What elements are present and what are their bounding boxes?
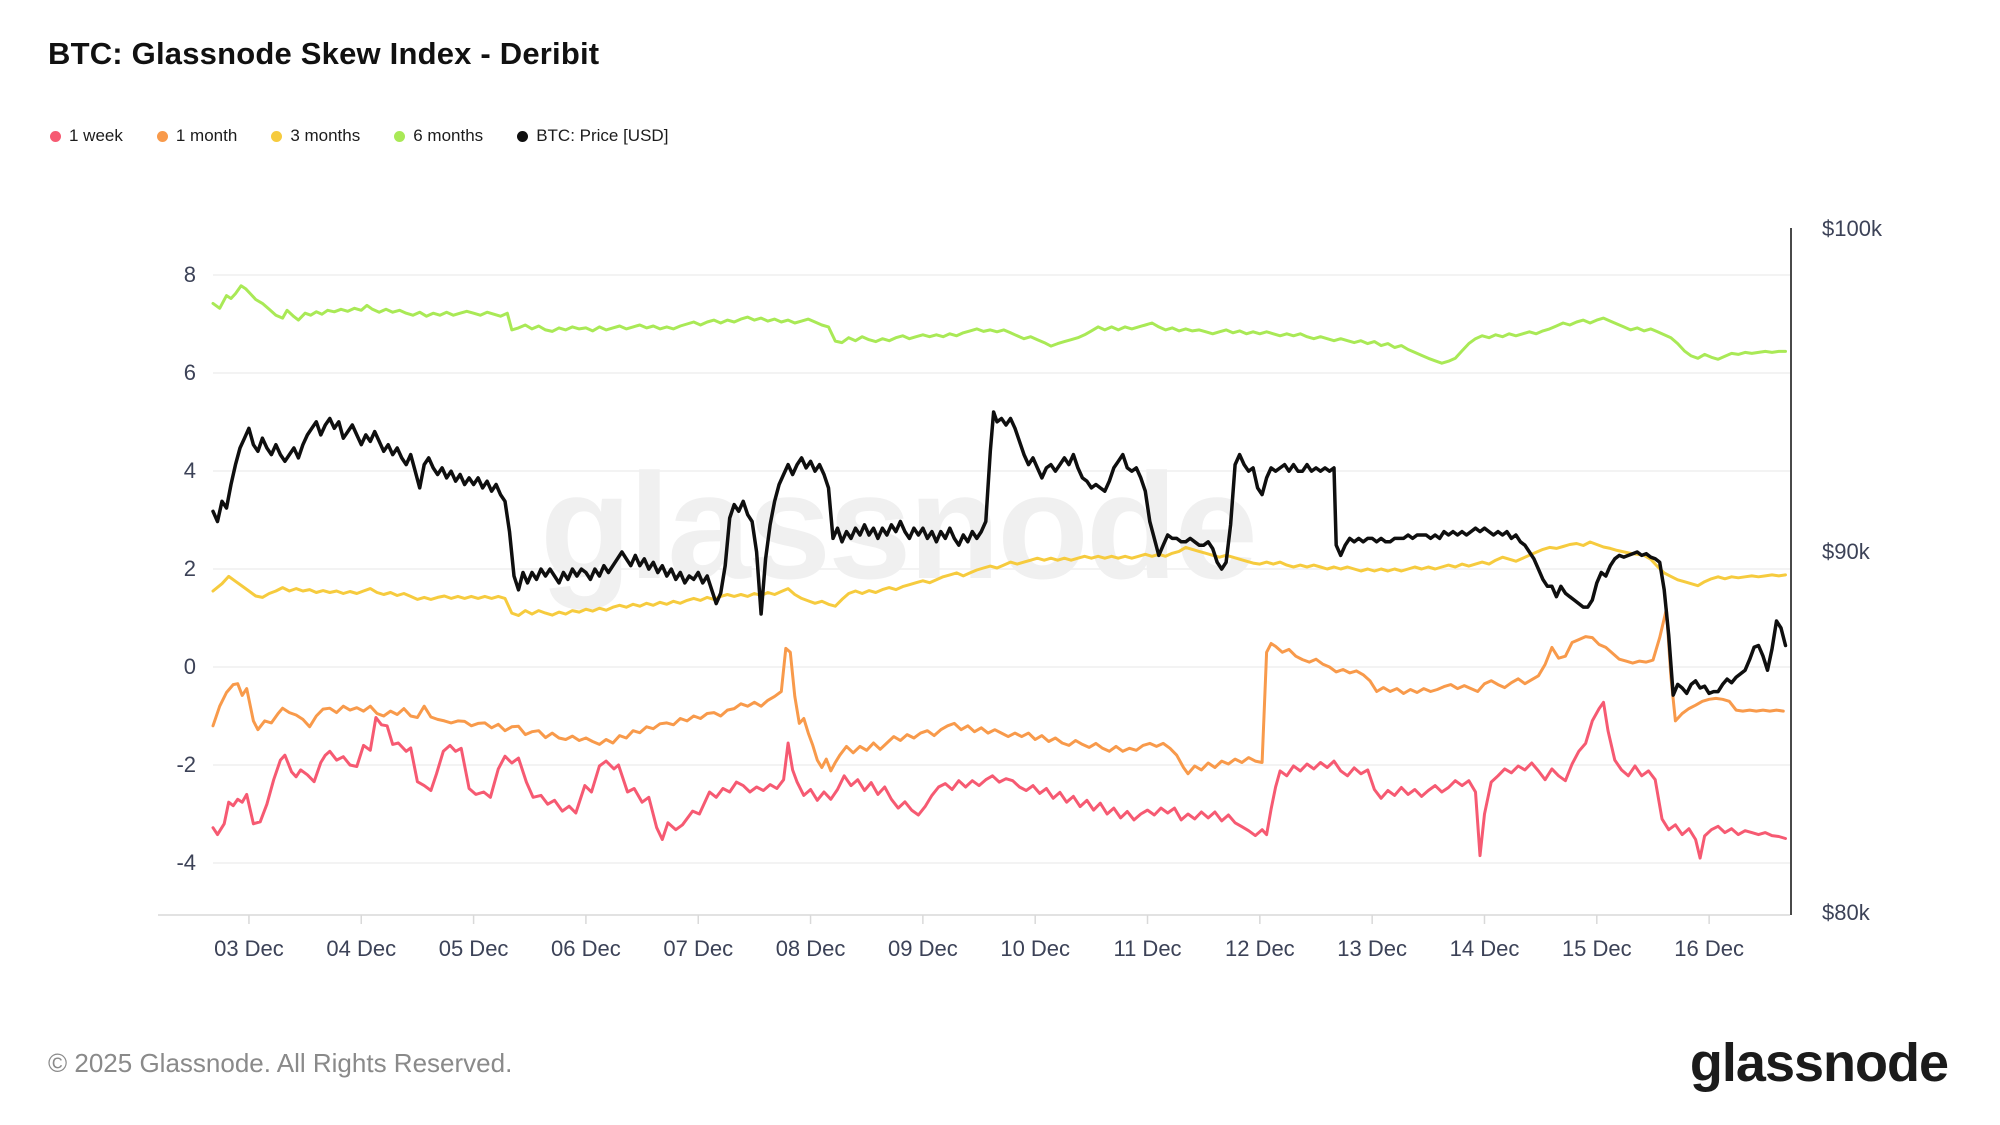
y-left-tick-label: 8	[183, 262, 196, 287]
legend-dot-icon	[517, 130, 529, 142]
legend-item-3-months[interactable]: 3 months	[271, 126, 360, 146]
x-tick-label: 07 Dec	[663, 936, 734, 961]
series-line-3-months[interactable]	[211, 540, 1787, 617]
y-left-tick-label: 2	[183, 556, 196, 581]
y-left-tick-label: -2	[176, 752, 196, 777]
legend-dot-icon	[394, 130, 406, 142]
x-tick-label: 10 Dec	[1000, 936, 1071, 961]
y-right-tick-label: $100k	[1822, 215, 1882, 241]
series-line-1-month[interactable]	[211, 607, 1785, 776]
x-tick-label: 08 Dec	[775, 936, 846, 961]
legend-item-1-week[interactable]: 1 week	[50, 126, 123, 146]
y-left-tick-label: 4	[183, 458, 196, 483]
y-right-tick-label: $80k	[1822, 900, 1870, 925]
legend-dot-icon	[50, 130, 61, 142]
legend-item-btc-price-usd-[interactable]: BTC: Price [USD]	[517, 126, 668, 146]
legend-dot-icon	[156, 130, 168, 142]
legend-label: BTC: Price [USD]	[536, 126, 669, 145]
y-left-tick-label: 0	[183, 654, 196, 679]
series-line-1-week[interactable]	[211, 700, 1787, 860]
x-tick-label: 09 Dec	[888, 936, 958, 961]
x-tick-label: 12 Dec	[1224, 936, 1295, 961]
x-tick-label: 16 Dec	[1674, 936, 1744, 961]
x-tick-label: 13 Dec	[1337, 936, 1408, 961]
x-tick-label: 03 Dec	[214, 936, 284, 961]
legend-dot-icon	[271, 130, 283, 142]
x-tick-label: 06 Dec	[551, 936, 621, 961]
legend-item-6-months[interactable]: 6 months	[394, 126, 483, 146]
y-left-tick-label: 6	[183, 360, 196, 385]
y-left-tick-label: -4	[176, 850, 196, 875]
x-tick-label: 14 Dec	[1449, 936, 1520, 961]
series-line-btc-price-usd-[interactable]	[211, 410, 1788, 697]
x-tick-label: 15 Dec	[1561, 936, 1632, 961]
legend-label: 3 months	[290, 126, 361, 145]
legend-label: 6 months	[413, 126, 484, 145]
series-line-6-months[interactable]	[211, 284, 1787, 365]
y-right-tick-label: $90k	[1822, 539, 1870, 564]
legend-item-1-month[interactable]: 1 month	[156, 126, 238, 146]
x-tick-label: 05 Dec	[438, 936, 509, 961]
page-title: BTC: Glassnode Skew Index - Deribit	[48, 36, 600, 71]
glassnode-logo: glassnode	[1689, 1033, 1949, 1093]
x-tick-label: 11 Dec	[1113, 936, 1182, 961]
legend-label: 1 month	[175, 126, 238, 145]
x-tick-label: 04 Dec	[326, 936, 397, 961]
copyright-text: © 2025 Glassnode. All Rights Reserved.	[48, 1048, 513, 1078]
legend-label: 1 week	[69, 126, 123, 145]
chart-legend: 1 week 1 month 3 months 6 months BTC: Price …	[50, 126, 668, 146]
